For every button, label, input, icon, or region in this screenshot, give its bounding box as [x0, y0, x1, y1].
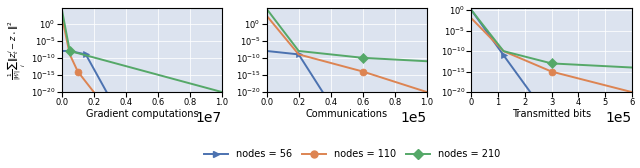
nodes = 56	[263, 50, 271, 52]
nodes = 56	[295, 53, 303, 55]
nodes = 110	[263, 15, 271, 17]
nodes = 210	[423, 60, 431, 62]
nodes = 110	[423, 91, 431, 93]
nodes = 110	[74, 71, 82, 73]
nodes = 210	[468, 9, 476, 11]
nodes = 56	[319, 91, 326, 93]
nodes = 56	[58, 50, 65, 52]
nodes = 56	[468, 9, 476, 11]
Y-axis label: $\frac{1}{|\mathcal{W}|}\sum_{i}\|z^i_t - z_\star\|^2$: $\frac{1}{|\mathcal{W}|}\sum_{i}\|z^i_t …	[6, 20, 28, 80]
Line: nodes = 110: nodes = 110	[61, 16, 94, 92]
nodes = 56	[66, 50, 74, 52]
nodes = 210	[66, 50, 74, 52]
Line: nodes = 56: nodes = 56	[267, 51, 323, 92]
nodes = 210	[548, 62, 556, 64]
Line: nodes = 56: nodes = 56	[61, 51, 107, 92]
Line: nodes = 210: nodes = 210	[472, 10, 632, 68]
nodes = 56	[526, 91, 534, 93]
nodes = 110	[58, 15, 65, 17]
nodes = 110	[500, 50, 508, 52]
nodes = 56	[82, 53, 90, 55]
Line: nodes = 110: nodes = 110	[472, 18, 632, 92]
nodes = 210	[628, 67, 636, 69]
nodes = 110	[628, 91, 636, 93]
Line: nodes = 210: nodes = 210	[61, 9, 222, 92]
Line: nodes = 56: nodes = 56	[472, 10, 530, 92]
X-axis label: Communications: Communications	[306, 109, 388, 119]
X-axis label: Gradient computations: Gradient computations	[86, 109, 198, 119]
nodes = 56	[500, 54, 508, 56]
nodes = 210	[263, 8, 271, 10]
Line: nodes = 210: nodes = 210	[267, 9, 427, 61]
nodes = 110	[90, 91, 98, 93]
X-axis label: Transmitted bits: Transmitted bits	[512, 109, 591, 119]
nodes = 210	[218, 91, 226, 93]
nodes = 210	[500, 50, 508, 52]
nodes = 110	[359, 71, 367, 73]
nodes = 110	[295, 53, 303, 55]
nodes = 210	[295, 50, 303, 52]
nodes = 56	[103, 91, 111, 93]
nodes = 110	[468, 17, 476, 19]
nodes = 210	[58, 8, 65, 10]
nodes = 110	[548, 71, 556, 73]
Legend: nodes = 56, nodes = 110, nodes = 210: nodes = 56, nodes = 110, nodes = 210	[200, 145, 504, 163]
nodes = 210	[359, 57, 367, 59]
Line: nodes = 110: nodes = 110	[267, 16, 427, 92]
nodes = 110	[66, 53, 74, 55]
